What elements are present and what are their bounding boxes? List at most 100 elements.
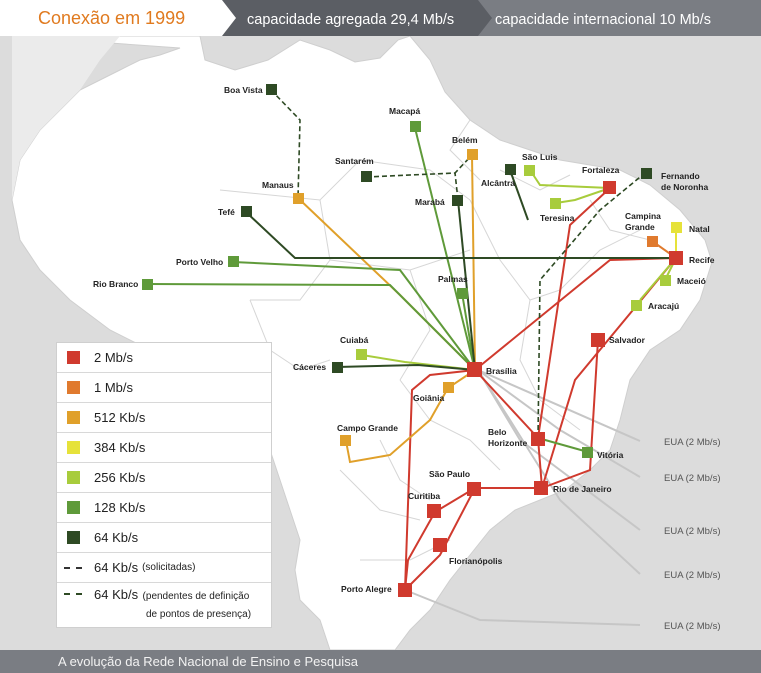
label-sao-luis: São Luis [522,152,558,162]
legend-label: 1 Mb/s [94,380,134,395]
label-campina-grande-2: Grande [625,222,655,232]
node-campo-grande [340,435,351,446]
node-caceres [332,362,343,373]
node-manaus [293,193,304,204]
label-fernando-noronha-2: de Noronha [661,182,708,192]
header-bands: capacidade agregada 29,4 Mb/s capacidade… [222,0,761,36]
label-fernando-noronha-1: Fernando [661,171,700,181]
legend-swatch-128kb [67,501,80,514]
node-fortaleza [603,181,616,194]
node-fernando-noronha [641,168,652,179]
legend-label: 256 Kb/s [94,470,146,485]
label-porto-alegre: Porto Alegre [341,584,392,594]
node-sao-paulo [467,482,481,496]
node-porto-velho [228,256,239,267]
header-band-1-text: capacidade agregada 29,4 Mb/s [247,12,454,28]
label-rio-branco: Rio Branco [93,279,138,289]
legend-swatch-64kb [67,531,80,544]
legend-label: 128 Kb/s [94,500,146,515]
label-alcantra: Alcântra [481,178,515,188]
label-cuiaba: Cuiabá [340,335,369,345]
node-salvador [591,333,605,347]
map-title: Conexão em 1999 [38,8,186,28]
legend-row-512kb: 512 Kb/s [57,403,271,433]
eua-label-4: EUA (2 Mb/s) [664,570,721,581]
node-alcantra [505,164,516,175]
footer-text: A evolução da Rede Nacional de Ensino e … [58,654,358,669]
header-band-1-bg [222,0,494,36]
node-palmas [457,288,468,299]
legend-note-2: de pontos de presença) [146,609,252,620]
international-labels: EUA (2 Mb/s) EUA (2 Mb/s) EUA (2 Mb/s) E… [664,437,721,632]
south-america-land [11,36,713,650]
label-aracaju: Aracajú [648,301,679,311]
node-aracaju [631,300,642,311]
label-tefe: Tefé [218,207,235,217]
label-campina-grande-1: Campina [625,211,661,221]
legend-label: 64 Kb/s [94,560,139,575]
label-rio-de-janeiro: Rio de Janeiro [553,484,612,494]
label-fortaleza: Fortaleza [582,165,620,175]
label-belo-horizonte-1: Belo [488,427,506,437]
node-santarem [361,171,372,182]
international-lines [404,369,641,626]
node-brasilia [467,362,482,377]
legend-swatch-2mb [67,351,80,364]
node-natal [671,222,682,233]
legend-swatch-384kb [67,441,80,454]
legend-swatch-1mb [67,381,80,394]
node-rio-de-janeiro [534,481,548,495]
node-florianopolis [433,538,447,552]
label-maceio: Maceió [677,276,706,286]
legend-label: 384 Kb/s [94,440,146,455]
label-recife: Recife [689,255,715,265]
legend-swatch-512kb [67,411,80,424]
legend-label: 64 Kb/s [94,587,139,602]
node-cuiaba [356,349,367,360]
legend-note: (pendentes de definição [142,591,250,602]
network-map: Boa Vista Macapá Belém Santarém Manaus M… [0,36,761,650]
label-campo-grande: Campo Grande [337,423,398,433]
node-teresina [550,198,561,209]
node-tefe [241,206,252,217]
label-manaus: Manaus [262,180,294,190]
node-curitiba [427,504,441,518]
legend-dashed-line-pending [64,593,82,595]
label-porto-velho: Porto Velho [176,257,223,267]
node-porto-alegre [398,583,412,597]
eua-label-3: EUA (2 Mb/s) [664,526,721,537]
legend-dashed-line [64,566,82,569]
eua-label-2: EUA (2 Mb/s) [664,473,721,484]
label-salvador: Salvador [609,335,646,345]
legend-row-pending: 64 Kb/s (pendentes de definição de ponto… [57,583,271,625]
label-sao-paulo: São Paulo [429,469,470,479]
label-caceres: Cáceres [293,362,326,372]
label-belem: Belém [452,135,478,145]
legend: 2 Mb/s 1 Mb/s 512 Kb/s 384 Kb/s 256 Kb/s… [56,342,272,628]
label-maraba: Marabá [415,197,445,207]
label-boa-vista: Boa Vista [224,85,263,95]
label-santarem: Santarém [335,156,374,166]
legend-row-64kb: 64 Kb/s [57,523,271,553]
label-palmas: Palmas [438,274,468,284]
node-goiania [443,382,454,393]
eua-label-5: EUA (2 Mb/s) [664,621,721,632]
legend-label: 2 Mb/s [94,350,134,365]
node-maceio [660,275,671,286]
legend-row-256kb: 256 Kb/s [57,463,271,493]
legend-note: (solicitadas) [142,562,196,573]
node-boa-vista [266,84,277,95]
legend-swatch-256kb [67,471,80,484]
west-region-land [12,36,120,200]
nodes [142,84,683,597]
label-natal: Natal [689,224,710,234]
node-belo-horizonte [531,432,545,446]
legend-row-1mb: 1 Mb/s [57,373,271,403]
header-band-2-text: capacidade internacional 10 Mb/s [495,12,711,28]
label-vitoria: Vitória [597,450,624,460]
node-rio-branco [142,279,153,290]
legend-row-requested: 64 Kb/s (solicitadas) [57,553,271,583]
node-macapa [410,121,421,132]
node-campina-grande [647,236,658,247]
label-curitiba: Curitiba [408,491,440,501]
